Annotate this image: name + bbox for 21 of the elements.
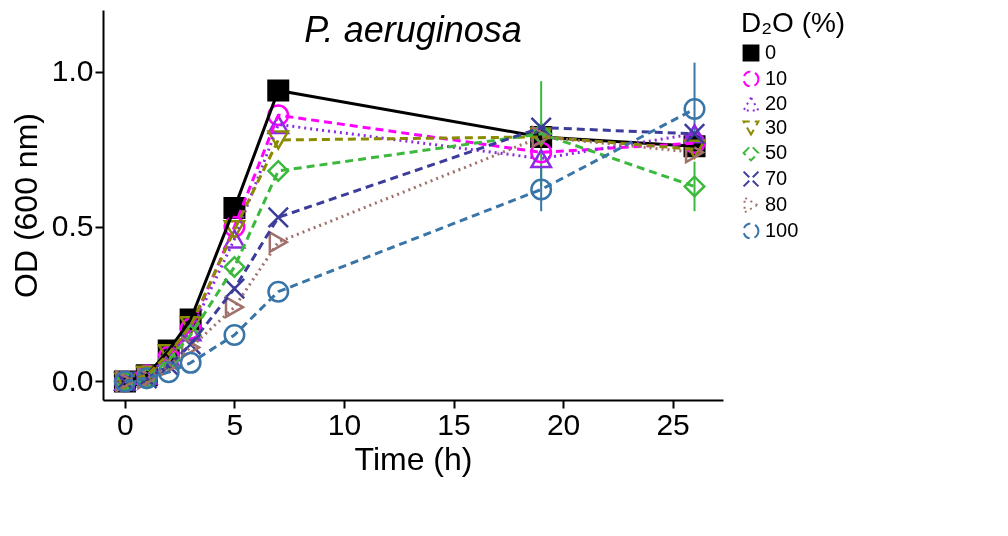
legend-title: D₂O (%) [741, 7, 846, 38]
legend-label: 80 [765, 193, 788, 215]
y-tick-label: 0.5 [51, 209, 94, 243]
legend-label: 70 [765, 167, 788, 189]
y-axis-title: OD (600 nm) [7, 113, 44, 298]
legend-label: 0 [765, 41, 777, 63]
x-tick-label: 10 [327, 407, 362, 441]
legend-label: 50 [765, 141, 788, 163]
y-tick-label: 1.0 [51, 54, 94, 88]
legend-label: 30 [765, 116, 788, 138]
legend-label: 20 [765, 92, 788, 114]
legend-label: 10 [765, 67, 788, 89]
chart-title: P. aeruginosa [304, 9, 522, 50]
legend-label: 100 [765, 219, 799, 241]
x-tick-label: 5 [226, 407, 244, 441]
x-axis-title: Time (h) [354, 440, 473, 477]
x-tick-label: 0 [117, 407, 134, 441]
x-tick-label: 15 [437, 407, 471, 441]
y-tick-label: 0.0 [51, 363, 94, 397]
x-tick-label: 25 [656, 407, 690, 441]
x-tick-label: 20 [546, 407, 581, 441]
